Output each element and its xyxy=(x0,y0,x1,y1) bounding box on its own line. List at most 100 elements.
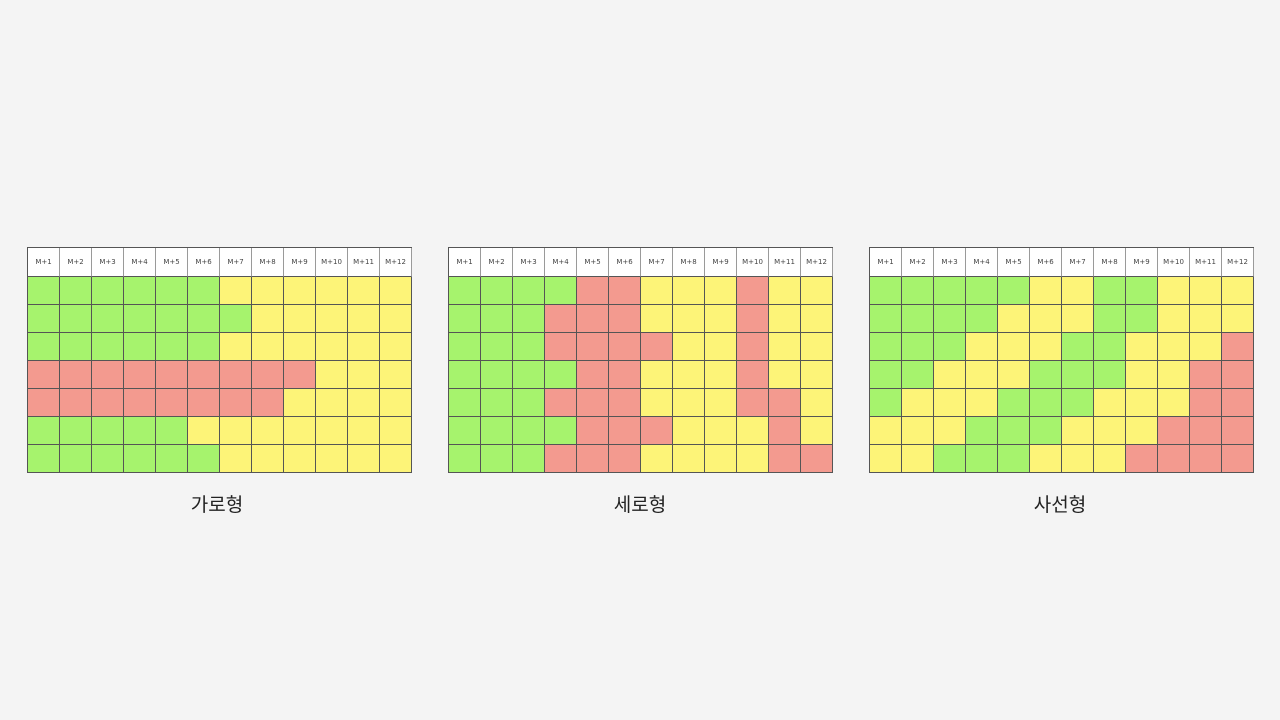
heatmap-cell xyxy=(60,389,92,417)
heatmap-cell xyxy=(737,361,769,389)
column-header: M+11 xyxy=(769,248,801,277)
heatmap-cell xyxy=(966,277,998,305)
heatmap-cell xyxy=(156,417,188,445)
heatmap-cell xyxy=(769,361,801,389)
heatmap-cell xyxy=(705,277,737,305)
column-header: M+11 xyxy=(1190,248,1222,277)
heatmap-cell xyxy=(156,305,188,333)
heatmap-cell xyxy=(998,445,1030,473)
column-header: M+5 xyxy=(998,248,1030,277)
column-header: M+3 xyxy=(934,248,966,277)
heatmap-cell xyxy=(934,305,966,333)
heatmap-cell xyxy=(737,445,769,473)
column-header: M+3 xyxy=(92,248,124,277)
heatmap-cell xyxy=(737,333,769,361)
heatmap-cell xyxy=(545,389,577,417)
column-header: M+4 xyxy=(545,248,577,277)
column-header: M+1 xyxy=(28,248,60,277)
heatmap-cell xyxy=(1222,277,1254,305)
heatmap-cell xyxy=(1030,305,1062,333)
caption-vertical: 세로형 xyxy=(613,494,667,516)
heatmap-cell xyxy=(673,445,705,473)
heatmap-cell xyxy=(188,305,220,333)
heatmap-cell xyxy=(1222,445,1254,473)
column-header: M+1 xyxy=(449,248,481,277)
heatmap-cell xyxy=(348,361,380,389)
column-header: M+7 xyxy=(220,248,252,277)
heatmap-cell xyxy=(705,333,737,361)
heatmap-cell xyxy=(348,333,380,361)
heatmap-cell xyxy=(284,277,316,305)
heatmap-cell xyxy=(966,305,998,333)
heatmap-cell xyxy=(513,417,545,445)
heatmap-cell xyxy=(801,361,833,389)
heatmap-cell xyxy=(801,445,833,473)
heatmap-cell xyxy=(870,277,902,305)
heatmap-cell xyxy=(316,361,348,389)
heatmap-cell xyxy=(449,417,481,445)
heatmap-cell xyxy=(577,305,609,333)
heatmap-cell xyxy=(1030,445,1062,473)
heatmap-cell xyxy=(998,361,1030,389)
column-header: M+5 xyxy=(156,248,188,277)
heatmap-cell xyxy=(1126,305,1158,333)
heatmap-cell xyxy=(902,333,934,361)
heatmap-cell xyxy=(705,445,737,473)
heatmap-cell xyxy=(1094,305,1126,333)
heatmap-cell xyxy=(1062,389,1094,417)
heatmap-cell xyxy=(577,417,609,445)
heatmap-cell xyxy=(316,389,348,417)
heatmap-cell xyxy=(966,389,998,417)
heatmap-cell xyxy=(449,445,481,473)
heatmap-cell xyxy=(124,417,156,445)
heatmap-cell xyxy=(449,333,481,361)
heatmap-cell xyxy=(1158,445,1190,473)
heatmap-cell xyxy=(1190,305,1222,333)
heatmap-cell xyxy=(902,361,934,389)
heatmap-cell xyxy=(801,417,833,445)
heatmap-cell xyxy=(28,305,60,333)
column-header: M+12 xyxy=(380,248,412,277)
heatmap-cell xyxy=(641,389,673,417)
heatmap-cell xyxy=(801,305,833,333)
heatmap-cell xyxy=(188,417,220,445)
heatmap-cell xyxy=(737,277,769,305)
column-header: M+9 xyxy=(1126,248,1158,277)
heatmap-cell xyxy=(252,389,284,417)
heatmap-cell xyxy=(902,445,934,473)
heatmap-cell xyxy=(92,361,124,389)
heatmap-cell xyxy=(705,389,737,417)
column-header: M+2 xyxy=(60,248,92,277)
caption-diagonal: 사선형 xyxy=(1033,494,1087,516)
heatmap-cell xyxy=(156,445,188,473)
column-header: M+6 xyxy=(1030,248,1062,277)
heatmap-cell xyxy=(380,445,412,473)
heatmap-cell xyxy=(998,277,1030,305)
heatmap-horizontal: M+1 M+2 M+3 M+4 M+5 M+6 M+7 M+8 M+9 M+10 M+11 M+12 xyxy=(27,247,412,473)
heatmap-cell xyxy=(220,305,252,333)
heatmap-cell xyxy=(188,333,220,361)
heatmap-cell xyxy=(737,389,769,417)
heatmap-cell xyxy=(641,445,673,473)
heatmap-cell xyxy=(449,389,481,417)
column-header: M+9 xyxy=(284,248,316,277)
heatmap-cell xyxy=(769,277,801,305)
heatmap-cell xyxy=(1030,417,1062,445)
heatmap-cell xyxy=(220,361,252,389)
heatmap-cell xyxy=(737,417,769,445)
heatmap-cell xyxy=(481,445,513,473)
heatmap-cell xyxy=(380,305,412,333)
heatmap-cell xyxy=(1190,389,1222,417)
heatmap-cell xyxy=(1158,277,1190,305)
column-header: M+1 xyxy=(870,248,902,277)
heatmap-cell xyxy=(1158,305,1190,333)
heatmap-cell xyxy=(641,361,673,389)
heatmap-cell xyxy=(316,417,348,445)
heatmap-cell xyxy=(966,417,998,445)
heatmap-cell xyxy=(769,333,801,361)
heatmap-cell xyxy=(934,333,966,361)
heatmap-cell xyxy=(481,417,513,445)
heatmap-grid-horizontal: M+1 M+2 M+3 M+4 M+5 M+6 M+7 M+8 M+9 M+10 M+11 M+12 xyxy=(27,247,412,473)
heatmap-cell xyxy=(1190,417,1222,445)
